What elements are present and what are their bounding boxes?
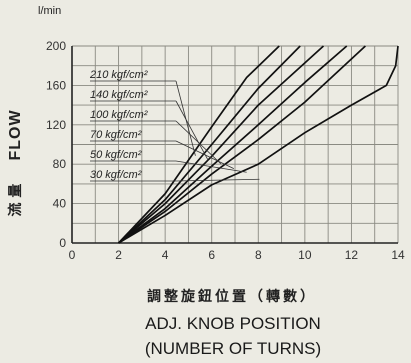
tick-labels: 0 2 4 6 8 10 12 14 0 40 80 120 160 200	[46, 39, 405, 262]
leader-line	[175, 140, 235, 169]
leader-line	[175, 100, 209, 161]
series-labels: 210 kgf/cm² 140 kgf/cm² 100 kgf/cm² 70 kgf/…	[89, 69, 148, 181]
series-line	[118, 45, 325, 244]
series-label: 210 kgf/cm²	[89, 69, 148, 81]
y-axis-label-cjk: 流 量	[7, 184, 24, 217]
x-tick-label: 0	[69, 248, 76, 262]
series-line	[117, 45, 280, 244]
x-tick-label: 2	[115, 248, 122, 262]
series-label: 70 kgf/cm²	[90, 129, 142, 141]
axes	[71, 46, 398, 244]
leader-line	[175, 160, 247, 173]
x-tick-label: 10	[298, 248, 312, 262]
x-axis-label-line1: ADJ. KNOB POSITION	[145, 314, 321, 333]
x-tick-label: 8	[255, 248, 262, 262]
x-tick-label: 14	[391, 248, 405, 262]
y-tick-label: 80	[53, 157, 67, 171]
y-tick-label: 40	[53, 197, 67, 211]
y-tick-label: 120	[46, 118, 66, 132]
x-axis-label-line2: (NUMBER OF TURNS)	[145, 339, 321, 358]
y-tick-label: 0	[59, 236, 66, 250]
x-tick-label: 12	[345, 248, 359, 262]
leader-line	[175, 178, 260, 182]
series-label: 50 kgf/cm²	[90, 149, 142, 161]
x-tick-label: 4	[162, 248, 169, 262]
grid	[71, 45, 399, 244]
series-label: 100 kgf/cm²	[90, 109, 148, 121]
x-tick-label: 6	[208, 248, 215, 262]
x-axis-label-cjk: 調整旋鈕位置（轉數）	[147, 288, 317, 305]
series-label: 30 kgf/cm²	[90, 169, 142, 181]
series-label: 140 kgf/cm²	[90, 89, 148, 101]
y-axis-label: FLOW	[7, 109, 24, 160]
y-tick-label: 160	[46, 78, 66, 92]
legend-leaders	[90, 80, 260, 182]
unit-label: l/min	[38, 5, 61, 17]
series-line	[118, 45, 366, 244]
y-tick-label: 200	[46, 39, 66, 53]
series-lines	[117, 45, 399, 244]
series-line	[117, 45, 301, 244]
leader-line	[175, 120, 222, 165]
series-line	[118, 45, 399, 244]
series-line	[118, 45, 348, 244]
